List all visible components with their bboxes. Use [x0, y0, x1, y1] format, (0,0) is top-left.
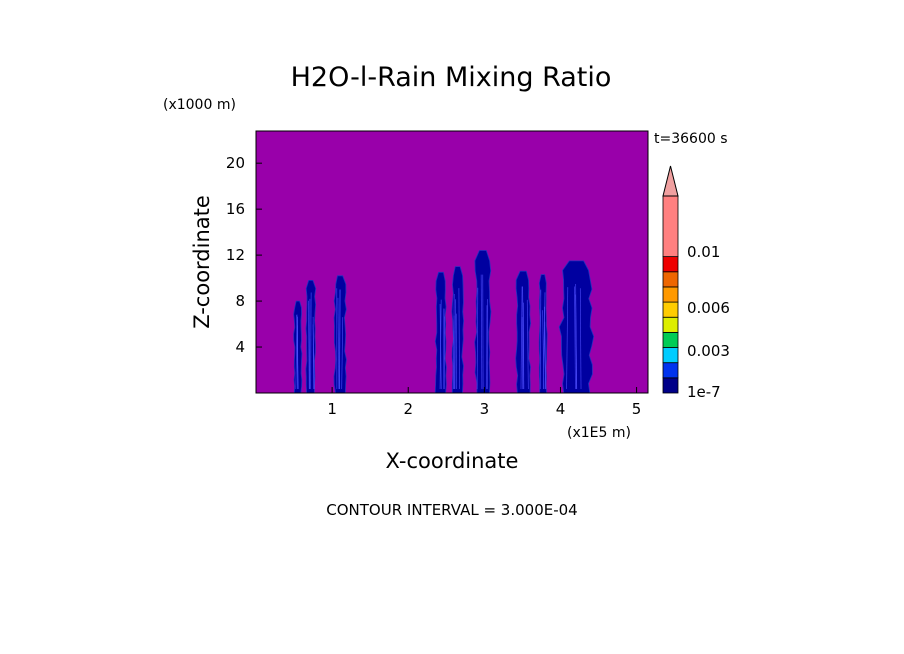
- y-axis-label: Z-coordinate: [190, 195, 214, 329]
- colorbar-label: 1e-7: [687, 383, 721, 401]
- colorbar-segment: [662, 195, 679, 258]
- rain-column-streak: [579, 288, 582, 390]
- colorbar-segment: [662, 271, 679, 288]
- y-tick-label: 20: [226, 154, 245, 172]
- colorbar-extend-arrow: [662, 165, 679, 197]
- rain-column-streak: [520, 286, 523, 390]
- colorbar-segment: [662, 347, 679, 364]
- x-tick-label: 5: [632, 400, 642, 418]
- rain-column-streak: [310, 292, 312, 390]
- rain-column-streak: [575, 284, 577, 390]
- rain-column-streak: [295, 319, 298, 390]
- time-label: t=36600 s: [654, 131, 728, 147]
- rain-column-streak: [521, 317, 524, 390]
- rain-column-streak: [574, 286, 576, 390]
- rain-column-streak: [439, 299, 442, 390]
- colorbar-segment: [662, 331, 679, 348]
- rain-column: [293, 300, 303, 394]
- colorbar: 1e-7 0.003 0.006 0.01: [662, 165, 730, 401]
- x-axis: 1 2 3 4 5: [327, 387, 641, 418]
- colorbar-label: 0.003: [687, 342, 730, 360]
- rain-column: [538, 274, 548, 394]
- rain-column: [305, 280, 317, 394]
- colorbar-label: 0.006: [687, 299, 730, 317]
- rain-column: [558, 260, 595, 394]
- x-tick-label: 2: [403, 400, 413, 418]
- rain-column: [451, 266, 465, 394]
- rain-column-streak: [476, 287, 479, 390]
- rain-column-streak: [543, 306, 546, 390]
- rain-column-streak: [539, 289, 542, 390]
- rain-column-streak: [526, 299, 529, 390]
- chart-title: H2O-l-Rain Mixing Ratio: [291, 62, 612, 93]
- rain-column-streak: [480, 274, 483, 390]
- rain-column-streak: [522, 286, 525, 390]
- y-tick-label: 8: [235, 292, 245, 310]
- rain-column-streak: [308, 300, 310, 390]
- x-tick-label: 4: [556, 400, 566, 418]
- rain-column: [333, 275, 347, 394]
- x-tick-label: 3: [480, 400, 490, 418]
- x-tick-label: 1: [327, 400, 337, 418]
- rain-column: [474, 250, 492, 394]
- colorbar-segment: [662, 377, 679, 394]
- colorbar-segment: [662, 316, 679, 333]
- rain-column-streak: [341, 317, 344, 390]
- rain-column-streak: [543, 292, 546, 390]
- rain-column: [515, 270, 532, 394]
- rain-column-streak: [454, 299, 456, 390]
- x-axis-label: X-coordinate: [386, 449, 519, 473]
- x-unit-label: (x1E5 m): [567, 425, 631, 441]
- plot-area: [255, 130, 649, 394]
- y-tick-label: 16: [226, 200, 245, 218]
- colorbar-segment: [662, 362, 679, 379]
- colorbar-segment: [662, 286, 679, 303]
- rain-column-streak: [452, 293, 455, 390]
- plot-frame: [255, 130, 649, 394]
- colorbar-label: 0.01: [687, 243, 720, 261]
- colorbar-segment: [662, 256, 679, 273]
- y-tick-label: 12: [226, 246, 245, 264]
- contour-interval-note: CONTOUR INTERVAL = 3.000E-04: [326, 501, 577, 519]
- y-unit-label: (x1000 m): [163, 97, 236, 113]
- rain-column-streak: [337, 297, 340, 390]
- rain-column: [434, 271, 447, 394]
- rain-column-streak: [566, 287, 569, 390]
- colorbar-segment: [662, 301, 679, 318]
- rain-column-streak: [458, 288, 460, 390]
- y-tick-label: 4: [235, 338, 245, 356]
- y-axis: 4 8 12 16 20: [226, 154, 262, 356]
